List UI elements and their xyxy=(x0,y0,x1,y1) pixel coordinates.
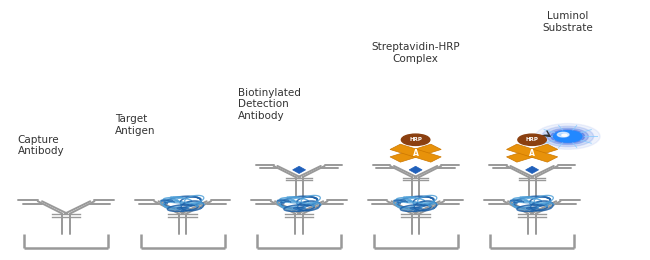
Polygon shape xyxy=(390,144,441,162)
Circle shape xyxy=(551,130,584,143)
Polygon shape xyxy=(390,144,441,162)
Circle shape xyxy=(542,126,593,147)
Polygon shape xyxy=(526,166,539,173)
Text: HRP: HRP xyxy=(409,137,422,142)
Polygon shape xyxy=(409,166,422,173)
Circle shape xyxy=(557,132,569,137)
Polygon shape xyxy=(506,144,558,162)
Text: Biotinylated
Detection
Antibody: Biotinylated Detection Antibody xyxy=(238,88,300,121)
Circle shape xyxy=(562,134,567,136)
Circle shape xyxy=(547,128,588,145)
Text: HRP: HRP xyxy=(526,137,539,142)
Circle shape xyxy=(518,134,547,145)
Text: A: A xyxy=(413,149,419,158)
Circle shape xyxy=(553,131,582,142)
Text: Luminol
Substrate: Luminol Substrate xyxy=(542,11,593,33)
Circle shape xyxy=(536,124,600,149)
Polygon shape xyxy=(506,144,558,162)
Text: A: A xyxy=(529,149,535,158)
Text: Target
Antigen: Target Antigen xyxy=(114,114,155,136)
Polygon shape xyxy=(292,166,306,173)
Text: Capture
Antibody: Capture Antibody xyxy=(18,135,64,156)
Circle shape xyxy=(401,134,430,145)
Text: Streptavidin-HRP
Complex: Streptavidin-HRP Complex xyxy=(371,42,460,64)
